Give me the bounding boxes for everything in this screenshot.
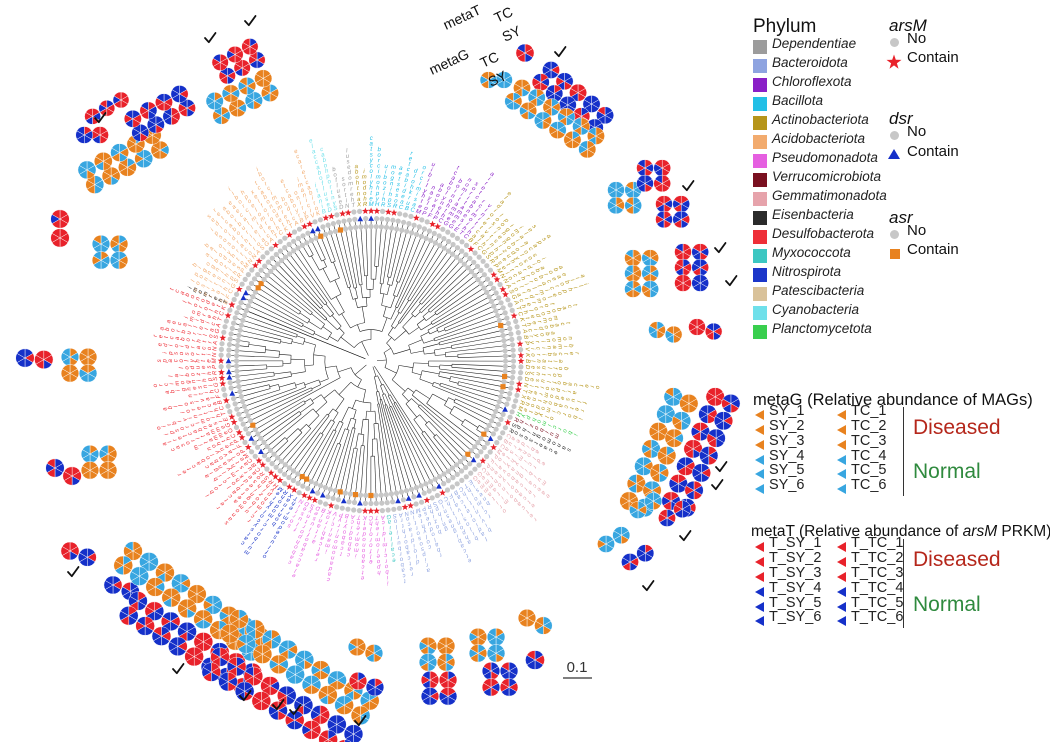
svg-text:A: A [213,341,220,347]
svg-text:m: m [362,175,367,181]
svg-text:m: m [382,541,387,547]
svg-text:M: M [212,358,218,363]
svg-text:m: m [175,380,182,386]
svg-text:C: C [368,514,373,520]
svg-text:c: c [377,164,380,170]
svg-text:c: c [370,164,373,170]
svg-text:c: c [381,519,384,525]
svg-text:B: B [524,359,530,363]
svg-text:c: c [557,352,563,355]
svg-text:c: c [384,552,387,558]
svg-text:m: m [375,536,380,542]
svg-text:0.1: 0.1 [567,659,588,676]
svg-text:s: s [185,352,191,355]
svg-text:m: m [355,535,360,541]
svg-text:p: p [163,358,169,363]
svg-text:c: c [201,346,207,349]
svg-text:c: c [534,347,540,350]
svg-text:A: A [381,513,386,519]
svg-text:c: c [370,136,373,142]
svg-text:m: m [376,175,381,181]
svg-text:c: c [361,563,364,569]
svg-text:S: S [213,376,219,381]
svg-text:S: S [523,371,529,375]
svg-text:m: m [354,546,359,552]
svg-text:m: m [348,181,354,188]
svg-text:M: M [369,202,374,208]
svg-text:s: s [535,366,541,369]
svg-text:z: z [196,372,202,376]
svg-text:s: s [370,153,373,159]
svg-text:s: s [207,365,213,368]
svg-text:c: c [174,359,180,362]
svg-text:s: s [174,352,180,355]
svg-text:s: s [157,359,163,362]
svg-text:m: m [391,165,397,172]
svg-text:m: m [556,344,562,349]
svg-text:P: P [212,365,218,369]
svg-text:z: z [382,186,386,192]
svg-text:P: P [523,341,529,346]
